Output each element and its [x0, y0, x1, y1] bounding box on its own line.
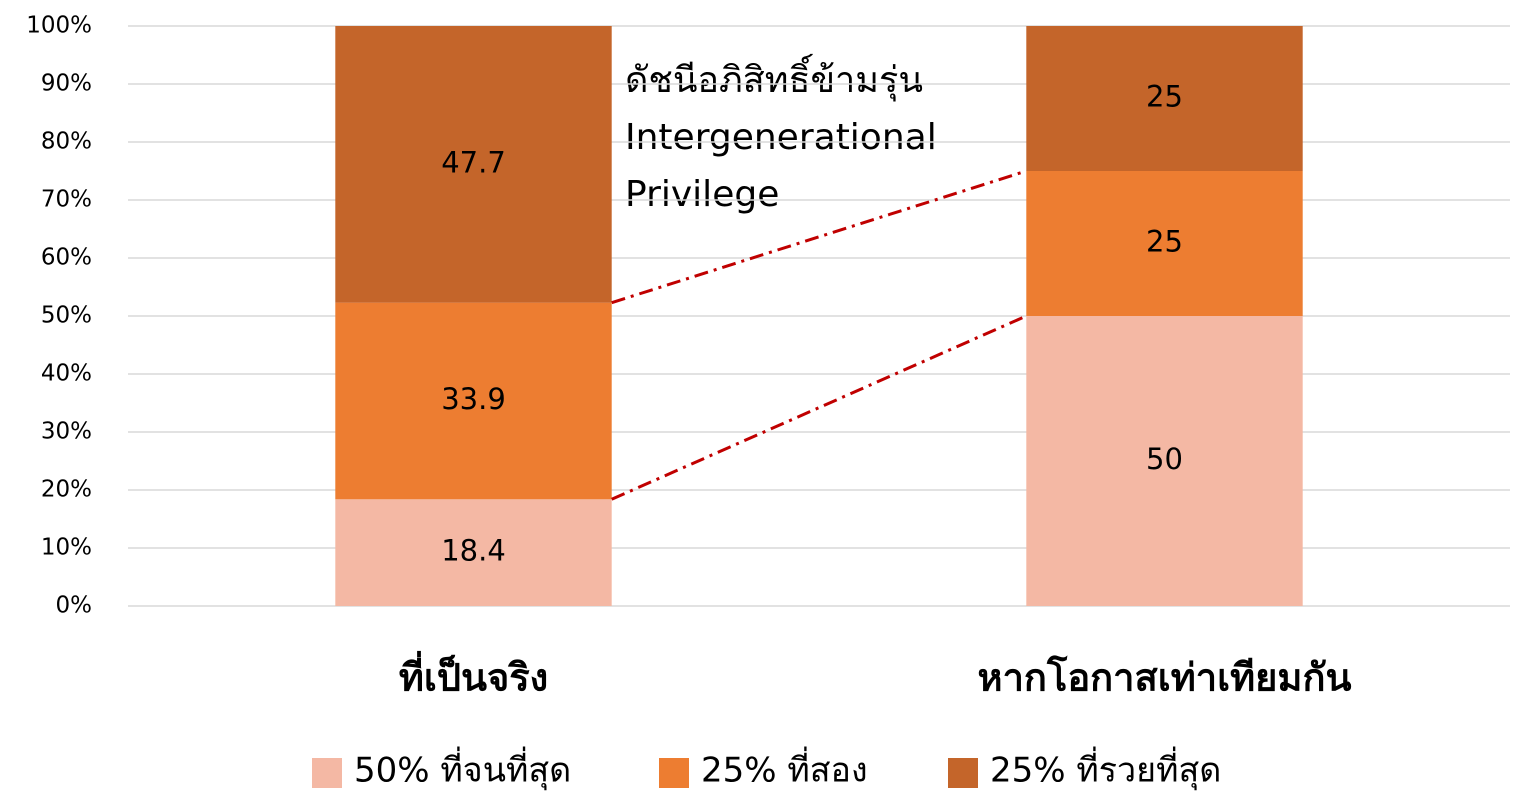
- legend-swatch: [312, 758, 342, 788]
- annotation-line: ดัชนีอภิสิทธิ์ข้ามรุ่น: [625, 53, 923, 102]
- y-tick-label: 30%: [41, 419, 92, 445]
- y-tick-label: 90%: [41, 71, 92, 97]
- y-tick-label: 20%: [41, 477, 92, 503]
- bar-segment: [335, 302, 612, 500]
- legend-swatch: [659, 758, 689, 788]
- legend-label: 25% ที่รวยที่สุด: [990, 747, 1221, 791]
- y-tick-label: 80%: [41, 129, 92, 155]
- bar-segment: [1026, 171, 1303, 316]
- plot: 0% 10% 20% 30% 40% 50% 60% 70% 80% 90% 100% 18.4 33.…: [26, 13, 1510, 791]
- annotation-line: Privilege: [625, 174, 779, 215]
- value-label: 50: [1146, 442, 1183, 476]
- annotation-line: Intergenerational: [625, 117, 937, 158]
- y-tick-label: 50%: [41, 303, 92, 329]
- y-tick-label: 40%: [41, 361, 92, 387]
- bar-segment: [1026, 316, 1303, 606]
- annotation: ดัชนีอภิสิทธิ์ข้ามรุ่น Intergenerational…: [625, 53, 937, 215]
- legend-label: 50% ที่จนที่สุด: [354, 747, 571, 791]
- x-tick-label: ที่เป็นจริง: [399, 651, 548, 700]
- bar-segment: [335, 26, 612, 303]
- value-label: 18.4: [441, 534, 506, 568]
- connector-line: [611, 314, 1027, 501]
- y-tick-label: 70%: [41, 187, 92, 213]
- value-label: 47.7: [441, 145, 506, 179]
- legend-swatch: [948, 758, 978, 788]
- y-tick-label: 100%: [26, 13, 92, 39]
- y-tick-label: 0%: [56, 593, 93, 619]
- bar-segment: [335, 499, 612, 606]
- bar-segment: [1026, 26, 1303, 171]
- legend-label: 25% ที่สอง: [701, 747, 868, 791]
- y-tick-label: 60%: [41, 245, 92, 271]
- value-label: 33.9: [441, 382, 506, 416]
- value-label: 25: [1146, 225, 1183, 259]
- value-label: 25: [1146, 80, 1183, 114]
- x-tick-label: หากโอกาสเท่าเทียมกัน: [978, 655, 1352, 700]
- y-tick-label: 10%: [41, 535, 92, 561]
